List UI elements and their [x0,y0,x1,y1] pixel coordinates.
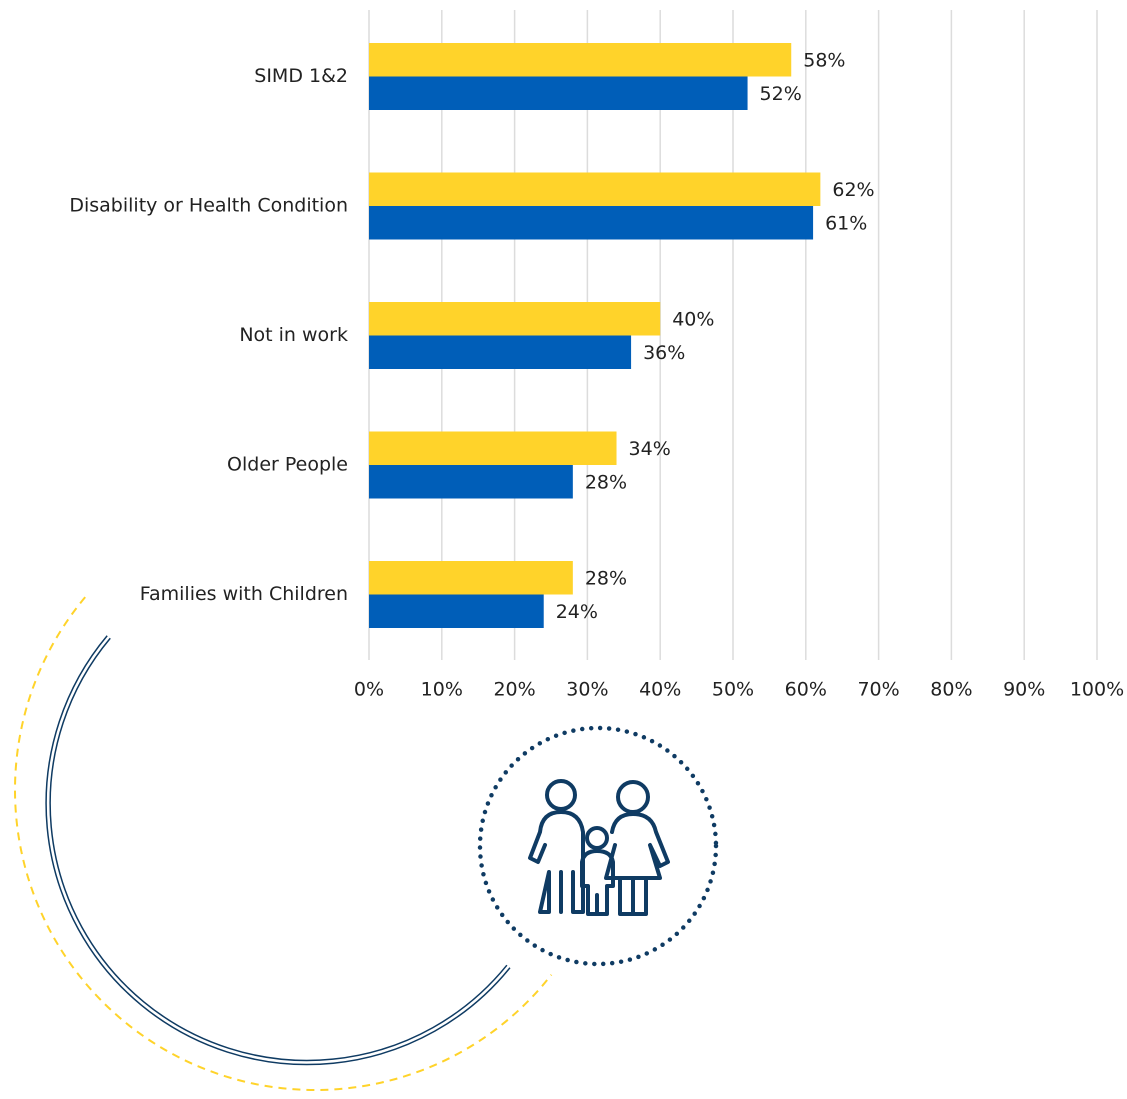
value-label: 24% [556,601,598,623]
icon-head [545,779,577,811]
navy-arc [49,637,508,1062]
bar [369,431,617,465]
x-tick-label: 10% [421,679,463,701]
navy-arc [45,635,511,1066]
bar [369,561,573,595]
value-label: 28% [585,567,627,589]
y-tick-label: Families with Children [140,583,348,605]
x-tick-label: 20% [493,679,535,701]
bar [369,76,748,110]
bar [369,594,544,628]
x-tick-label: 100% [1070,679,1124,701]
value-label: 62% [832,179,874,201]
icon-head [585,826,609,850]
value-label: 34% [629,438,671,460]
icon-child [580,849,615,916]
bar [369,206,814,240]
value-label: 36% [643,342,685,364]
x-tick-label: 90% [1003,679,1045,701]
family-icon [477,725,719,967]
dotted-circle [477,725,719,967]
x-tick-label: 60% [785,679,827,701]
y-tick-label: Not in work [239,324,348,346]
bar [369,465,573,499]
bar [369,43,792,77]
icon-father [528,810,585,914]
x-tick-label: 80% [930,679,972,701]
x-tick-label: 70% [857,679,899,701]
value-label: 40% [672,308,714,330]
x-tick-label: 40% [639,679,681,701]
y-tick-label: Disability or Health Condition [69,195,348,217]
value-label: 61% [825,212,867,234]
value-label: 58% [803,49,845,71]
icon-head [616,780,650,814]
x-tick-label: 30% [566,679,608,701]
x-tick-label: 50% [712,679,754,701]
x-tick-label: 0% [354,679,384,701]
bar [369,335,632,369]
value-label: 28% [585,471,627,493]
y-tick-label: SIMD 1&2 [254,65,348,87]
icon-mother [604,812,670,916]
y-tick-label: Older People [227,454,348,476]
decoration [14,596,553,1092]
bar [369,172,821,206]
bar [369,302,661,336]
value-label: 52% [760,83,802,105]
dashed-arc [14,596,553,1092]
